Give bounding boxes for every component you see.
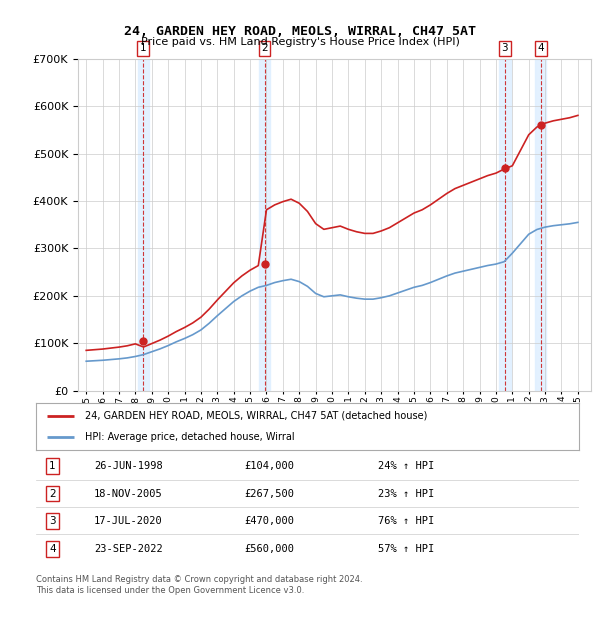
Text: £560,000: £560,000 [244,544,295,554]
Text: 3: 3 [502,43,508,53]
Text: 24, GARDEN HEY ROAD, MEOLS, WIRRAL, CH47 5AT (detached house): 24, GARDEN HEY ROAD, MEOLS, WIRRAL, CH47… [85,410,427,420]
Text: 2: 2 [261,43,268,53]
Text: HPI: Average price, detached house, Wirral: HPI: Average price, detached house, Wirr… [85,432,295,442]
Text: This data is licensed under the Open Government Licence v3.0.: This data is licensed under the Open Gov… [36,586,304,595]
Text: £267,500: £267,500 [244,489,295,498]
Text: £470,000: £470,000 [244,516,295,526]
Bar [535,59,547,391]
Text: 18-NOV-2005: 18-NOV-2005 [94,489,163,498]
Text: 23% ↑ HPI: 23% ↑ HPI [378,489,434,498]
Bar [259,59,270,391]
Text: 1: 1 [49,461,56,471]
Text: 17-JUL-2020: 17-JUL-2020 [94,516,163,526]
Bar [137,59,149,391]
Text: 23-SEP-2022: 23-SEP-2022 [94,544,163,554]
Text: 1: 1 [140,43,147,53]
Text: 57% ↑ HPI: 57% ↑ HPI [378,544,434,554]
Text: 4: 4 [538,43,544,53]
Text: Contains HM Land Registry data © Crown copyright and database right 2024.: Contains HM Land Registry data © Crown c… [36,575,362,585]
Text: 24, GARDEN HEY ROAD, MEOLS, WIRRAL, CH47 5AT: 24, GARDEN HEY ROAD, MEOLS, WIRRAL, CH47… [124,25,476,38]
Text: 24% ↑ HPI: 24% ↑ HPI [378,461,434,471]
Text: £104,000: £104,000 [244,461,295,471]
Text: 3: 3 [49,516,56,526]
Text: 26-JUN-1998: 26-JUN-1998 [94,461,163,471]
Text: 2: 2 [49,489,56,498]
Text: Price paid vs. HM Land Registry's House Price Index (HPI): Price paid vs. HM Land Registry's House … [140,37,460,47]
Bar [499,59,511,391]
Text: 76% ↑ HPI: 76% ↑ HPI [378,516,434,526]
Text: 4: 4 [49,544,56,554]
